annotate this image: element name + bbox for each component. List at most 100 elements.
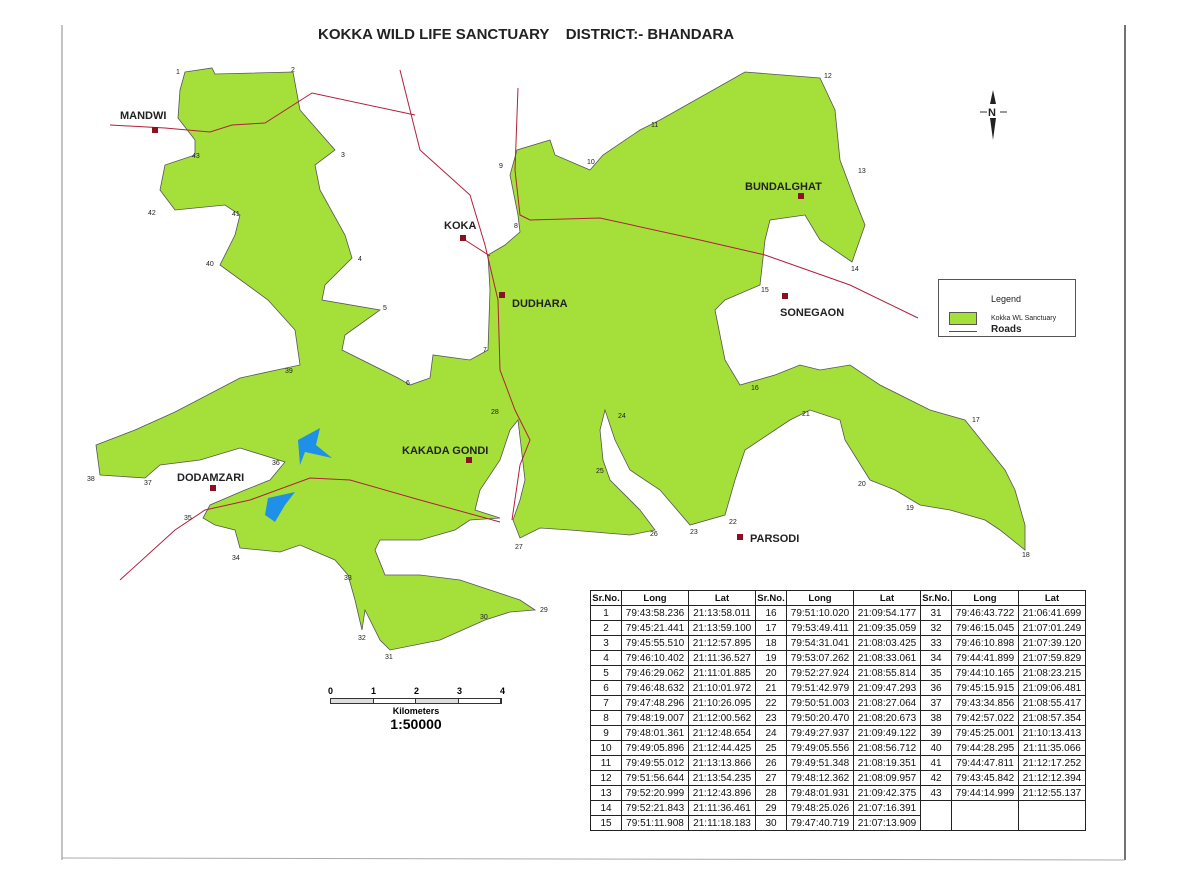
longitude-cell: 79:49:55.012 — [621, 755, 689, 771]
place-label: MANDWI — [120, 110, 166, 122]
boundary-point-number: 36 — [272, 460, 280, 467]
table-row: 6 79:46:48.632 21:10:01.972 21 79:51:42.979 2… — [590, 680, 1086, 696]
boundary-point-number: 1 — [176, 69, 180, 76]
scale-tick: 1 — [371, 686, 377, 696]
boundary-point-number: 26 — [650, 531, 658, 538]
column-header: Long — [621, 590, 689, 606]
place-marker-icon — [466, 457, 472, 463]
sr-no-cell: 8 — [590, 710, 622, 726]
sr-no-cell: 27 — [755, 770, 787, 786]
place-label: BUNDALGHAT — [745, 181, 822, 193]
boundary-point-number: 22 — [729, 519, 737, 526]
latitude-cell: 21:11:01.885 — [688, 665, 756, 681]
scale-ratio: 1:50000 — [390, 716, 442, 732]
longitude-cell: 79:52:21.843 — [621, 800, 689, 816]
boundary-point-number: 25 — [596, 468, 604, 475]
road — [514, 87, 919, 319]
latitude-cell: 21:09:06.481 — [1018, 680, 1086, 696]
scale-tick: 0 — [328, 686, 334, 696]
boundary-point-number: 27 — [515, 544, 523, 551]
latitude-cell: 21:11:35.066 — [1018, 740, 1086, 756]
column-header: Lat — [1018, 590, 1086, 606]
scale-tick: 4 — [500, 686, 506, 696]
latitude-cell: 21:12:43.896 — [688, 785, 756, 801]
latitude-cell: 21:09:49.122 — [853, 725, 921, 741]
latitude-cell — [1018, 815, 1086, 831]
longitude-cell: 79:44:47.811 — [951, 755, 1019, 771]
longitude-cell: 79:54:31.041 — [786, 635, 854, 651]
latitude-cell: 21:10:13.413 — [1018, 725, 1086, 741]
latitude-cell: 21:08:20.673 — [853, 710, 921, 726]
longitude-cell: 79:45:25.001 — [951, 725, 1019, 741]
latitude-cell: 21:08:09.957 — [853, 770, 921, 786]
longitude-cell: 79:48:01.361 — [621, 725, 689, 741]
longitude-cell: 79:46:29.062 — [621, 665, 689, 681]
boundary-point-number: 3 — [341, 152, 345, 159]
longitude-cell: 79:53:07.262 — [786, 650, 854, 666]
sr-no-cell: 40 — [920, 740, 952, 756]
latitude-cell: 21:12:44.425 — [688, 740, 756, 756]
latitude-cell: 21:07:59.829 — [1018, 650, 1086, 666]
latitude-cell: 21:08:55.814 — [853, 665, 921, 681]
table-row: 3 79:45:55.510 21:12:57.895 18 79:54:31.041 2… — [590, 635, 1086, 651]
legend-title: Legend — [991, 294, 1022, 304]
road — [464, 239, 491, 257]
boundary-point-number: 9 — [499, 163, 503, 170]
sr-no-cell: 7 — [590, 695, 622, 711]
sr-no-cell: 20 — [755, 665, 787, 681]
latitude-cell: 21:13:59.100 — [688, 620, 756, 636]
longitude-cell: 79:43:45.842 — [951, 770, 1019, 786]
sr-no-cell: 13 — [590, 785, 622, 801]
latitude-cell: 21:12:57.895 — [688, 635, 756, 651]
column-header: Sr.No. — [590, 590, 622, 606]
sr-no-cell: 6 — [590, 680, 622, 696]
longitude-cell: 79:46:48.632 — [621, 680, 689, 696]
sr-no-cell: 39 — [920, 725, 952, 741]
sr-no-cell: 11 — [590, 755, 622, 771]
sr-no-cell — [920, 800, 952, 816]
legend: Legend Kokka WL Sanctuary Roads — [938, 279, 1076, 337]
column-header: Sr.No. — [920, 590, 952, 606]
table-row: 8 79:48:19.007 21:12:00.562 23 79:50:20.470 2… — [590, 710, 1086, 726]
longitude-cell: 79:43:58.236 — [621, 605, 689, 621]
boundary-point-number: 38 — [87, 476, 95, 483]
column-header: Lat — [853, 590, 921, 606]
latitude-cell: 21:13:13.866 — [688, 755, 756, 771]
latitude-cell: 21:09:54.177 — [853, 605, 921, 621]
latitude-cell: 21:13:54.235 — [688, 770, 756, 786]
place-marker-icon — [737, 534, 743, 540]
table-row: 12 79:51:56.644 21:13:54.235 27 79:48:12.362… — [590, 770, 1086, 786]
longitude-cell: 79:51:11.908 — [621, 815, 689, 831]
water-body — [298, 428, 332, 465]
longitude-cell: 79:47:48.296 — [621, 695, 689, 711]
table-row: 11 79:49:55.012 21:13:13.866 26 79:49:51.348… — [590, 755, 1086, 771]
boundary-point-number: 6 — [406, 380, 410, 387]
sr-no-cell: 30 — [755, 815, 787, 831]
latitude-cell: 21:08:23.215 — [1018, 665, 1086, 681]
latitude-cell: 21:09:42.375 — [853, 785, 921, 801]
legend-swatch-roads — [949, 331, 977, 332]
boundary-point-number: 5 — [383, 305, 387, 312]
place-markers: MANDWI KOKA DUDHARA BUNDALGHAT SONEGAON KAKAD… — [120, 110, 844, 545]
boundary-point-number: 43 — [192, 153, 200, 160]
longitude-cell: 79:53:49.411 — [786, 620, 854, 636]
longitude-cell — [951, 815, 1019, 831]
sr-no-cell: 23 — [755, 710, 787, 726]
place-label: PARSODI — [750, 533, 799, 545]
boundary-point-number: 21 — [802, 411, 810, 418]
latitude-cell: 21:08:33.061 — [853, 650, 921, 666]
latitude-cell: 21:08:03.425 — [853, 635, 921, 651]
place-marker-icon — [210, 485, 216, 491]
latitude-cell: 21:08:27.064 — [853, 695, 921, 711]
boundary-point-number: 10 — [587, 159, 595, 166]
place-label: SONEGAON — [780, 307, 844, 319]
latitude-cell: 21:09:35.059 — [853, 620, 921, 636]
sr-no-cell: 41 — [920, 755, 952, 771]
scale-unit: Kilometers — [392, 706, 440, 716]
table-row: 1 79:43:58.236 21:13:58.011 16 79:51:10.020 2… — [590, 605, 1086, 621]
coordinates-table: Sr.No. Long Lat Sr.No. Long Lat Sr.No. Long Lat 1… — [590, 590, 1086, 831]
longitude-cell: 79:51:42.979 — [786, 680, 854, 696]
boundary-point-number: 19 — [906, 505, 914, 512]
longitude-cell: 79:45:21.441 — [621, 620, 689, 636]
boundary-point-number: 28 — [491, 409, 499, 416]
